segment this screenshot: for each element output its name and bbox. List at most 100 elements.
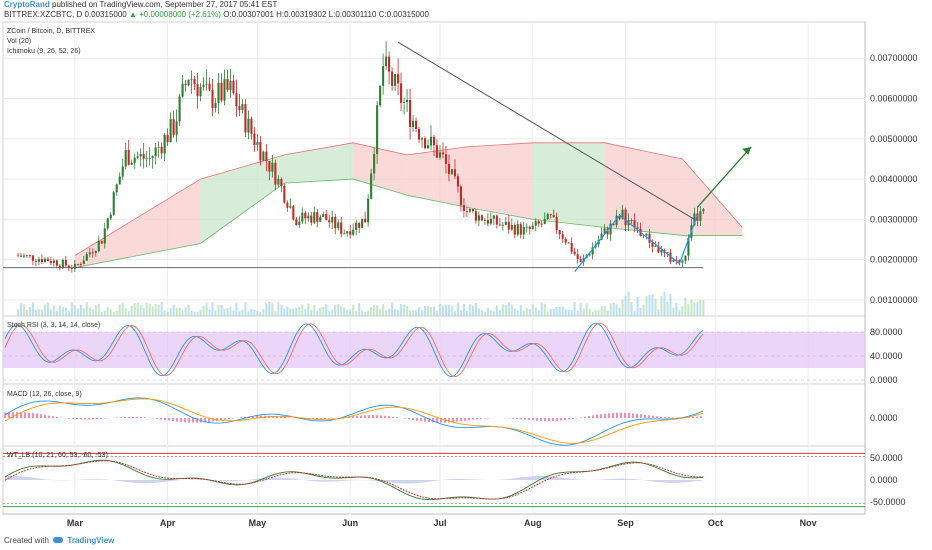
volume-bar: [160, 302, 163, 316]
candle-body: [103, 228, 106, 244]
low-label: L:: [328, 10, 336, 19]
candle-body: [361, 218, 364, 228]
volume-bar: [37, 309, 40, 316]
macd-pane[interactable]: [2, 383, 866, 447]
candle-body: [46, 258, 49, 262]
volume-title: Vol (20): [7, 38, 31, 45]
candle-body: [145, 158, 148, 160]
volume-bar: [657, 309, 660, 316]
volume-bar: [289, 308, 292, 316]
price-tick-label: 0.00300000: [870, 214, 918, 224]
volume-bar: [283, 308, 286, 316]
volume-bar: [157, 304, 160, 316]
volume-bar: [223, 308, 226, 316]
candle-body: [241, 104, 244, 110]
volume-bar: [142, 307, 145, 316]
volume-bar: [166, 311, 169, 316]
candle-body: [319, 216, 322, 222]
volume-bar: [325, 304, 328, 316]
candle-body: [136, 156, 139, 158]
candle-body: [226, 79, 229, 90]
volume-bar: [438, 304, 442, 316]
volume-bar: [286, 306, 289, 316]
wt-tick-label: 50.0000: [870, 453, 903, 463]
candle-body: [295, 219, 298, 225]
volume-bar: [627, 291, 630, 316]
candle-body: [573, 251, 576, 255]
candle-body: [31, 255, 34, 261]
candle-body: [379, 85, 382, 106]
price-pane-title: ZCoin / Bitcoin, D, BITTREX: [7, 28, 95, 35]
cloud-span-b: [74, 178, 743, 269]
volume-bar: [79, 304, 82, 316]
volume-bar: [540, 302, 543, 316]
volume-bar: [337, 304, 340, 316]
cloud-segment: [74, 179, 201, 268]
candle-body: [489, 218, 492, 224]
volume-bar: [597, 310, 600, 316]
author-link[interactable]: CryptoRand: [4, 0, 50, 9]
candle-body: [190, 79, 193, 80]
candle-body: [274, 162, 277, 185]
candle-body: [687, 237, 690, 256]
candle-body: [64, 259, 67, 266]
volume-bar: [229, 306, 232, 316]
candle-body: [172, 119, 175, 135]
stoch-tick-label: 0.0000: [870, 375, 898, 385]
macd-tick-label: 0.0000: [870, 413, 898, 423]
volume-bar: [678, 310, 681, 316]
volume-bar: [172, 304, 175, 316]
candle-body: [474, 211, 477, 221]
candle-body: [636, 227, 639, 229]
volume-bar: [352, 304, 355, 316]
candle-body: [199, 87, 202, 97]
volume-bar: [151, 306, 154, 316]
candle-body: [175, 121, 178, 135]
candle-body: [633, 220, 636, 228]
candle-body: [546, 214, 549, 220]
tradingview-link[interactable]: TradingView: [67, 536, 115, 545]
macd-lines: [4, 397, 704, 446]
candle-body: [100, 240, 103, 244]
candle-body: [391, 71, 394, 86]
volume-bar: [103, 310, 106, 316]
candle-body: [205, 83, 208, 85]
volume-bar: [564, 309, 567, 316]
volume-bar: [394, 308, 397, 316]
volume-bar: [292, 308, 295, 316]
candle-body: [55, 260, 58, 266]
candle-body: [286, 202, 289, 208]
candle-body: [238, 106, 241, 110]
candle-body: [672, 259, 675, 262]
volume-bar: [534, 307, 537, 316]
volume-bar: [495, 305, 498, 316]
volume-bar: [232, 310, 235, 316]
candle-body: [307, 215, 310, 219]
volume-bar: [693, 302, 696, 316]
volume-bar: [561, 306, 564, 316]
volume-bar: [145, 302, 148, 316]
volume-bar: [522, 310, 525, 316]
candle-body: [426, 145, 430, 149]
cloud-segment: [466, 142, 533, 220]
volume-bar: [447, 304, 451, 316]
candle-body: [220, 82, 223, 101]
candle-body: [558, 230, 561, 235]
candle-body: [567, 242, 570, 244]
candle-body: [645, 233, 648, 236]
candle-body: [420, 138, 424, 140]
volume-bar: [412, 310, 415, 316]
volume-bar: [241, 309, 244, 316]
candle-body: [34, 260, 37, 262]
candle-body: [462, 205, 465, 211]
time-tick-label: Mar: [67, 518, 84, 528]
volume-bar: [16, 309, 20, 316]
volume-bar: [328, 311, 331, 316]
volume-bar: [319, 307, 322, 316]
candle-body: [570, 242, 573, 252]
volume-bar: [238, 311, 241, 316]
signal-line: [4, 398, 704, 444]
volume-bar: [489, 310, 492, 316]
volume-bar: [477, 308, 480, 316]
